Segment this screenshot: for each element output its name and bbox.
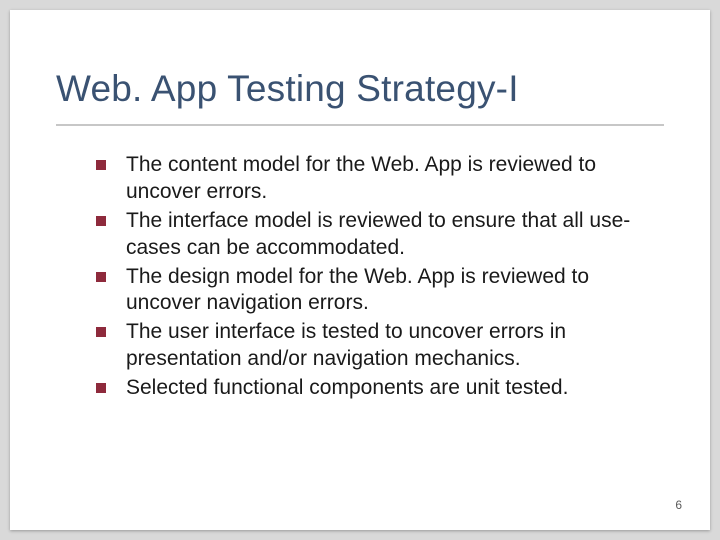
list-item: The design model for the Web. App is rev… (96, 264, 654, 318)
bullet-text: The design model for the Web. App is rev… (126, 265, 589, 315)
list-item: Selected functional components are unit … (96, 375, 654, 402)
list-item: The user interface is tested to uncover … (96, 319, 654, 373)
bullet-text: Selected functional components are unit … (126, 376, 568, 399)
slide-title: Web. App Testing Strategy-I (56, 68, 664, 110)
list-item: The content model for the Web. App is re… (96, 152, 654, 206)
bullet-text: The interface model is reviewed to ensur… (126, 209, 630, 259)
title-underline (56, 124, 664, 126)
bullet-list: The content model for the Web. App is re… (96, 152, 654, 402)
page-number: 6 (675, 498, 682, 512)
bullet-text: The content model for the Web. App is re… (126, 153, 596, 203)
list-item: The interface model is reviewed to ensur… (96, 208, 654, 262)
slide: Web. App Testing Strategy-I The content … (10, 10, 710, 530)
bullet-text: The user interface is tested to uncover … (126, 320, 566, 370)
content-area: The content model for the Web. App is re… (56, 152, 664, 402)
